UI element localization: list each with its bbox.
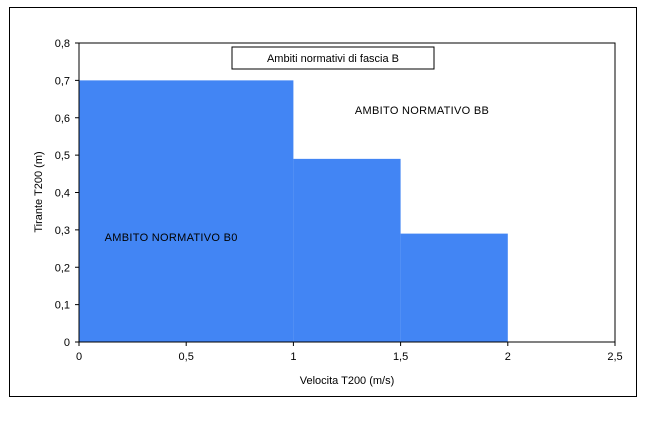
y-tick-label: 0,5 xyxy=(55,150,70,162)
y-tick-label: 0,2 xyxy=(55,262,70,274)
y-tick-label: 0,7 xyxy=(55,75,70,87)
y-tick-label: 0,3 xyxy=(55,225,70,237)
x-tick-label: 1 xyxy=(290,351,296,363)
area-step-2 xyxy=(400,233,508,342)
y-tick-label: 0,1 xyxy=(55,300,70,312)
x-tick-label: 0 xyxy=(76,351,82,363)
region-label-0: AMBITO NORMATIVO B0 xyxy=(105,232,238,244)
x-tick-label: 2 xyxy=(505,351,511,363)
y-tick-label: 0,4 xyxy=(55,188,70,200)
y-tick-label: 0,6 xyxy=(55,113,70,125)
y-axis-ticks: 0 0,1 0,2 0,3 0,4 0,5 0,6 0,7 0,8 xyxy=(55,38,79,349)
y-tick-label: 0 xyxy=(64,337,70,349)
x-axis-label: Velocita T200 (m/s) xyxy=(300,375,395,387)
x-tick-label: 1,5 xyxy=(393,351,408,363)
x-axis-ticks: 0 0,5 1 1,5 2 2,5 xyxy=(76,342,623,363)
fill-layer xyxy=(79,80,508,342)
chart-title-box xyxy=(231,46,435,70)
x-tick-label: 0,5 xyxy=(179,351,194,363)
y-axis-label: Tirante T200 (m) xyxy=(33,151,45,232)
region-label-1: AMBITO NORMATIVO BB xyxy=(355,105,489,117)
y-tick-label: 0,8 xyxy=(55,38,70,50)
area-step-0 xyxy=(79,80,294,342)
area-step-1 xyxy=(293,158,401,342)
x-tick-label: 2,5 xyxy=(607,351,622,363)
chart-title: Ambiti normativi di fascia B xyxy=(267,53,399,65)
region-annotations: AMBITO NORMATIVO B0 AMBITO NORMATIVO BB xyxy=(105,105,489,244)
